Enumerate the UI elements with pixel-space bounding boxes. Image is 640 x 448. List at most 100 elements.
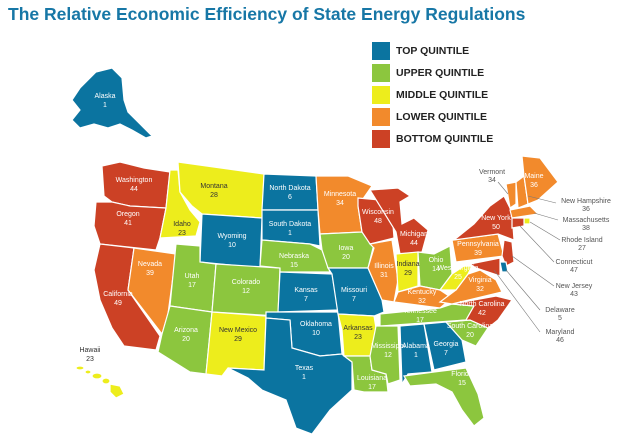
state-north-dakota[interactable] <box>261 173 319 211</box>
legend-item-bottom: BOTTOM QUINTILE <box>372 128 493 150</box>
leader-connecticut <box>519 225 555 263</box>
page-title: The Relative Economic Efficiency of Stat… <box>8 4 526 24</box>
label-illinois: Illinois 31 <box>374 263 394 279</box>
state-alaska[interactable] <box>71 67 154 139</box>
state-maryland[interactable] <box>468 257 501 277</box>
label-north-dakota: North Dakota 6 <box>269 185 310 201</box>
state-south-dakota[interactable] <box>261 209 321 247</box>
callout-connecticut: Connecticut 47 <box>556 259 593 274</box>
label-arizona: Arizona 20 <box>174 327 198 343</box>
label-california: California 49 <box>103 291 133 307</box>
label-iowa: Iowa 20 <box>339 245 354 261</box>
state-hawaii[interactable] <box>75 365 125 399</box>
label-indiana: Indiana 29 <box>397 261 420 277</box>
state-washington[interactable] <box>101 161 171 209</box>
state-massachusetts[interactable] <box>509 205 540 219</box>
label-south-dakota: South Dakota 1 <box>269 221 312 237</box>
state-mississippi[interactable] <box>369 325 401 385</box>
state-texas[interactable] <box>227 317 353 435</box>
legend-label-bottom: BOTTOM QUINTILE <box>396 133 494 145</box>
label-kentucky: Kentucky 32 <box>408 289 437 305</box>
state-illinois[interactable] <box>367 239 399 303</box>
label-minnesota: Minnesota 34 <box>324 191 356 207</box>
label-south-carolina: South Carolina 20 <box>447 323 493 339</box>
legend-swatch-lower <box>372 108 390 126</box>
state-new-mexico[interactable] <box>205 311 267 377</box>
label-montana: Montana 28 <box>200 183 227 199</box>
legend-label-top: TOP QUINTILE <box>396 45 470 57</box>
label-kansas: Kansas 7 <box>294 287 318 303</box>
legend: TOP QUINTILE UPPER QUINTILE MIDDLE QUINT… <box>372 40 493 150</box>
state-north-carolina[interactable] <box>445 295 513 329</box>
legend-swatch-middle <box>372 86 390 104</box>
label-maine: Maine 36 <box>524 173 543 189</box>
label-mississippi: Mississippi 12 <box>371 343 405 359</box>
legend-swatch-bottom <box>372 130 390 148</box>
label-pennsylvania: Pennsylvania 39 <box>457 241 499 257</box>
label-alabama: Alabama 1 <box>402 343 430 359</box>
state-maine[interactable] <box>521 155 559 205</box>
leader-massachusetts <box>533 212 559 221</box>
leader-new-jersey <box>511 255 555 287</box>
leader-new-hampshire <box>527 195 557 204</box>
label-alaska: Alaska 1 <box>94 93 115 109</box>
leader-rhode-island <box>529 221 561 241</box>
label-nebraska: Nebraska 15 <box>279 253 309 269</box>
label-idaho: Idaho 23 <box>173 221 191 237</box>
legend-item-middle: MIDDLE QUINTILE <box>372 84 493 106</box>
callout-delaware: Delaware 5 <box>545 307 575 322</box>
label-wyoming: Wyoming 10 <box>217 233 246 249</box>
state-alabama[interactable] <box>399 323 433 387</box>
state-vermont[interactable] <box>505 181 517 210</box>
legend-item-lower: LOWER QUINTILE <box>372 106 493 128</box>
label-oklahoma: Oklahoma 10 <box>300 321 332 337</box>
callout-vermont: Vermont 34 <box>479 169 505 184</box>
legend-item-top: TOP QUINTILE <box>372 40 493 62</box>
label-hawaii: Hawaii 23 <box>79 347 100 363</box>
label-west-virginia: West Virginia 25 <box>438 265 479 281</box>
legend-item-upper: UPPER QUINTILE <box>372 62 493 84</box>
label-florida: Florida 15 <box>451 371 473 387</box>
legend-label-lower: LOWER QUINTILE <box>396 111 487 123</box>
label-oregon: Oregon 41 <box>116 211 139 227</box>
state-michigan[interactable] <box>368 187 429 255</box>
label-michigan: Michigan 44 <box>400 231 428 247</box>
label-missouri: Missouri 7 <box>341 287 368 303</box>
label-texas: Texas 1 <box>295 365 314 381</box>
label-louisiana: Louisiana 17 <box>357 375 387 391</box>
label-colorado: Colorado 12 <box>232 279 261 295</box>
state-new-york[interactable] <box>451 195 515 241</box>
label-utah: Utah 17 <box>185 273 200 289</box>
legend-swatch-top <box>372 42 390 60</box>
leader-vermont <box>497 181 509 195</box>
callout-maryland: Maryland 46 <box>546 329 575 344</box>
callout-new-hampshire: New Hampshire 36 <box>561 198 611 213</box>
label-tennessee: Tennessee 17 <box>403 308 437 324</box>
label-wisconsin: Wisconsin 48 <box>362 209 394 225</box>
callout-new-jersey: New Jersey 43 <box>556 283 593 298</box>
state-wyoming[interactable] <box>199 213 263 269</box>
leader-delaware <box>505 269 541 311</box>
legend-label-upper: UPPER QUINTILE <box>396 67 485 79</box>
legend-swatch-upper <box>372 64 390 82</box>
state-new-jersey[interactable] <box>501 239 515 267</box>
label-ohio: Ohio 14 <box>429 257 444 273</box>
label-arkansas: Arkansas 23 <box>343 325 373 341</box>
label-georgia: Georgia 7 <box>434 341 459 357</box>
label-virginia: Virginia 32 <box>468 277 491 293</box>
label-washington: Washington 44 <box>116 177 153 193</box>
state-georgia[interactable] <box>423 321 467 371</box>
state-connecticut[interactable] <box>511 217 525 229</box>
state-florida[interactable] <box>403 367 485 427</box>
label-nevada: Nevada 39 <box>138 261 162 277</box>
callout-massachusetts: Massachusetts 38 <box>563 217 610 232</box>
state-montana[interactable] <box>177 161 265 219</box>
state-rhode-island[interactable] <box>523 217 531 225</box>
label-new-mexico: New Mexico 29 <box>219 327 257 343</box>
legend-label-middle: MIDDLE QUINTILE <box>396 89 489 101</box>
leader-maryland <box>493 269 541 333</box>
state-nebraska[interactable] <box>259 239 331 273</box>
callout-rhode-island: Rhode Island 27 <box>561 237 602 252</box>
label-new-york: New York 50 <box>481 215 511 231</box>
